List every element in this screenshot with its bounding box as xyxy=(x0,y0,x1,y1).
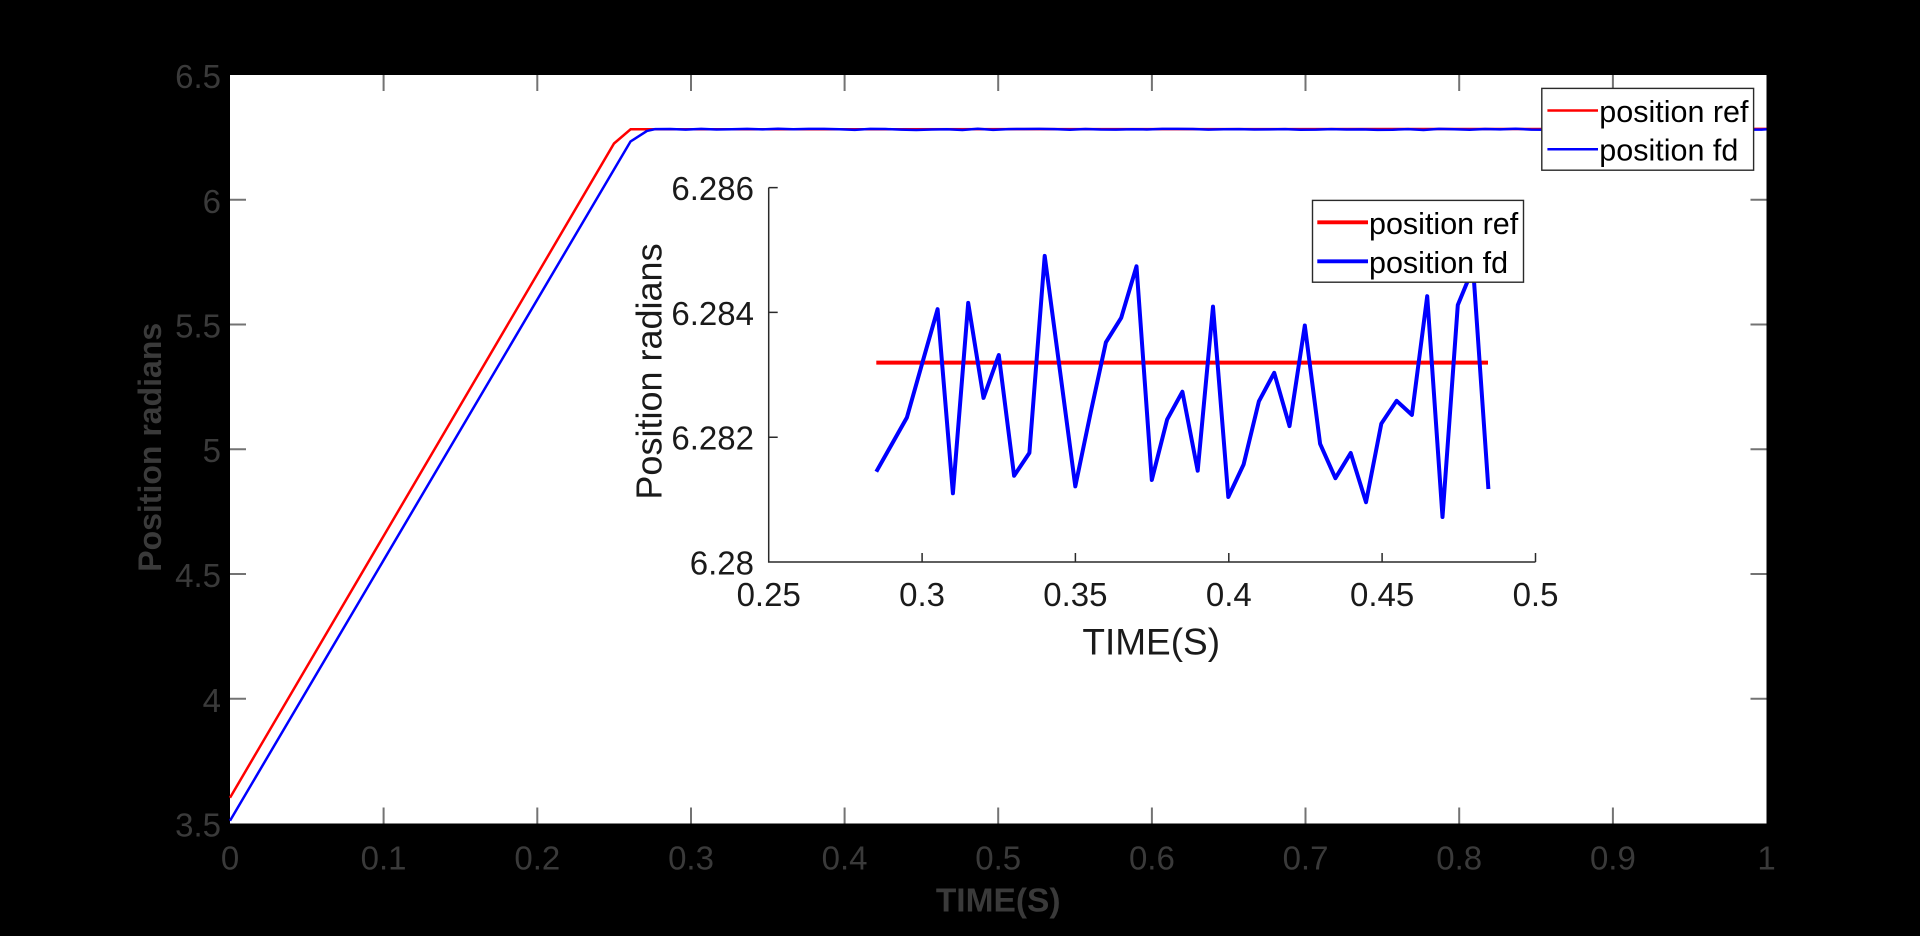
svg-text:5.5: 5.5 xyxy=(175,308,221,345)
svg-text:6.282: 6.282 xyxy=(671,420,754,457)
svg-text:0: 0 xyxy=(221,840,239,877)
svg-text:Position radians: Position radians xyxy=(132,323,168,572)
svg-text:0.2: 0.2 xyxy=(514,840,560,877)
svg-text:0.8: 0.8 xyxy=(1436,840,1482,877)
svg-text:0.4: 0.4 xyxy=(1206,576,1252,613)
svg-text:0.6: 0.6 xyxy=(1129,840,1175,877)
svg-text:6: 6 xyxy=(203,183,221,220)
svg-text:6.5: 6.5 xyxy=(175,58,221,95)
svg-text:0.35: 0.35 xyxy=(1043,576,1107,613)
svg-text:0.4: 0.4 xyxy=(822,840,868,877)
svg-text:0.3: 0.3 xyxy=(899,576,945,613)
svg-text:position fd: position fd xyxy=(1369,246,1508,280)
svg-text:position fd: position fd xyxy=(1599,134,1738,168)
svg-text:0.5: 0.5 xyxy=(1513,576,1559,613)
svg-text:position ref: position ref xyxy=(1369,207,1519,241)
svg-text:TIME(S): TIME(S) xyxy=(936,882,1061,919)
svg-text:0.7: 0.7 xyxy=(1283,840,1329,877)
svg-text:1: 1 xyxy=(1757,840,1775,877)
svg-text:Position radians: Position radians xyxy=(629,243,670,499)
svg-text:0.45: 0.45 xyxy=(1350,576,1414,613)
svg-text:6.28: 6.28 xyxy=(690,545,754,582)
svg-text:6.286: 6.286 xyxy=(671,170,754,207)
svg-text:0.5: 0.5 xyxy=(975,840,1021,877)
svg-text:6.284: 6.284 xyxy=(671,295,754,332)
svg-text:4: 4 xyxy=(203,682,221,719)
svg-text:position ref: position ref xyxy=(1599,95,1749,129)
svg-text:3.5: 3.5 xyxy=(175,807,221,844)
svg-text:5: 5 xyxy=(203,432,221,469)
svg-text:0.3: 0.3 xyxy=(668,840,714,877)
svg-text:0.9: 0.9 xyxy=(1590,840,1636,877)
svg-text:0.25: 0.25 xyxy=(737,576,801,613)
svg-text:4.5: 4.5 xyxy=(175,557,221,594)
svg-text:0.1: 0.1 xyxy=(361,840,407,877)
svg-text:TIME(S): TIME(S) xyxy=(1082,622,1220,663)
